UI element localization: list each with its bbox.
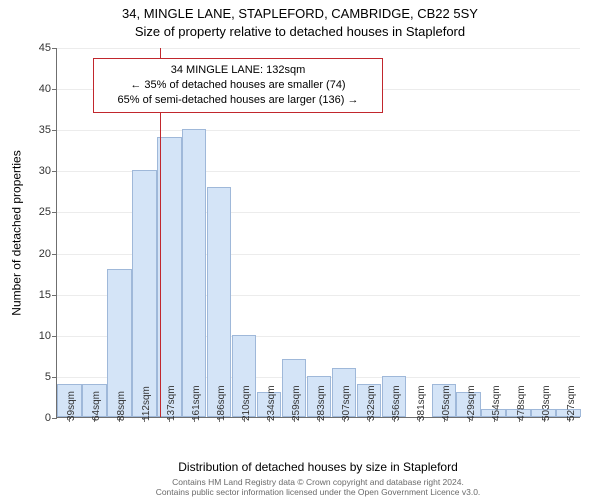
- histogram-bar: [157, 137, 181, 417]
- x-tick-label: 88sqm: [116, 391, 127, 421]
- x-tick-label: 186sqm: [216, 385, 227, 421]
- y-tick-label: 10: [39, 330, 51, 342]
- x-tick-label: 503sqm: [541, 385, 552, 421]
- y-tick-label: 20: [39, 248, 51, 260]
- x-axis-label: Distribution of detached houses by size …: [56, 460, 580, 474]
- x-tick-label: 112sqm: [141, 386, 152, 421]
- histogram-bar: [182, 129, 206, 417]
- histogram-bar: [132, 170, 156, 417]
- x-tick-label: 234sqm: [266, 385, 277, 421]
- annotation-line-3: 65% of semi-detached houses are larger (…: [102, 93, 374, 108]
- x-tick-label: 137sqm: [166, 385, 177, 421]
- y-tick-label: 30: [39, 165, 51, 177]
- x-tick-label: 405sqm: [441, 385, 452, 421]
- y-tick-label: 0: [45, 412, 51, 424]
- annotation-line-1: 34 MINGLE LANE: 132sqm: [102, 63, 374, 78]
- x-tick-label: 454sqm: [491, 385, 502, 421]
- y-tick-label: 25: [39, 206, 51, 218]
- x-tick-label: 527sqm: [566, 385, 577, 421]
- footer-copyright-2: Contains public sector information licen…: [56, 488, 580, 498]
- y-tick-label: 15: [39, 289, 51, 301]
- x-tick-label: 210sqm: [241, 385, 252, 421]
- y-tick-label: 35: [39, 124, 51, 136]
- plot-area: 05101520253035404539sqm64sqm88sqm112sqm1…: [56, 48, 580, 418]
- chart-title-address: 34, MINGLE LANE, STAPLEFORD, CAMBRIDGE, …: [0, 6, 600, 21]
- x-tick-label: 356sqm: [391, 385, 402, 421]
- histogram-bar: [207, 187, 231, 417]
- x-tick-label: 478sqm: [516, 385, 527, 421]
- x-tick-label: 307sqm: [341, 385, 352, 421]
- x-tick-label: 259sqm: [291, 385, 302, 421]
- y-tick-label: 5: [45, 371, 51, 383]
- x-tick-label: 283sqm: [316, 385, 327, 421]
- property-size-chart: 34, MINGLE LANE, STAPLEFORD, CAMBRIDGE, …: [0, 0, 600, 500]
- y-axis-label: Number of detached properties: [10, 48, 24, 418]
- chart-footer: Contains HM Land Registry data © Crown c…: [56, 478, 580, 498]
- y-tick-mark: [52, 418, 57, 419]
- y-tick-label: 45: [39, 42, 51, 54]
- x-tick-label: 381sqm: [416, 385, 427, 421]
- y-axis-label-text: Number of detached properties: [10, 150, 24, 315]
- x-tick-label: 39sqm: [66, 391, 77, 421]
- annotation-line-2: ← 35% of detached houses are smaller (74…: [102, 78, 374, 93]
- x-tick-label: 64sqm: [91, 391, 102, 421]
- chart-subtitle: Size of property relative to detached ho…: [0, 24, 600, 39]
- x-tick-label: 161sqm: [191, 385, 202, 421]
- x-tick-label: 332sqm: [366, 385, 377, 421]
- annotation-box: 34 MINGLE LANE: 132sqm← 35% of detached …: [93, 58, 383, 113]
- x-tick-label: 429sqm: [466, 385, 477, 421]
- y-tick-label: 40: [39, 83, 51, 95]
